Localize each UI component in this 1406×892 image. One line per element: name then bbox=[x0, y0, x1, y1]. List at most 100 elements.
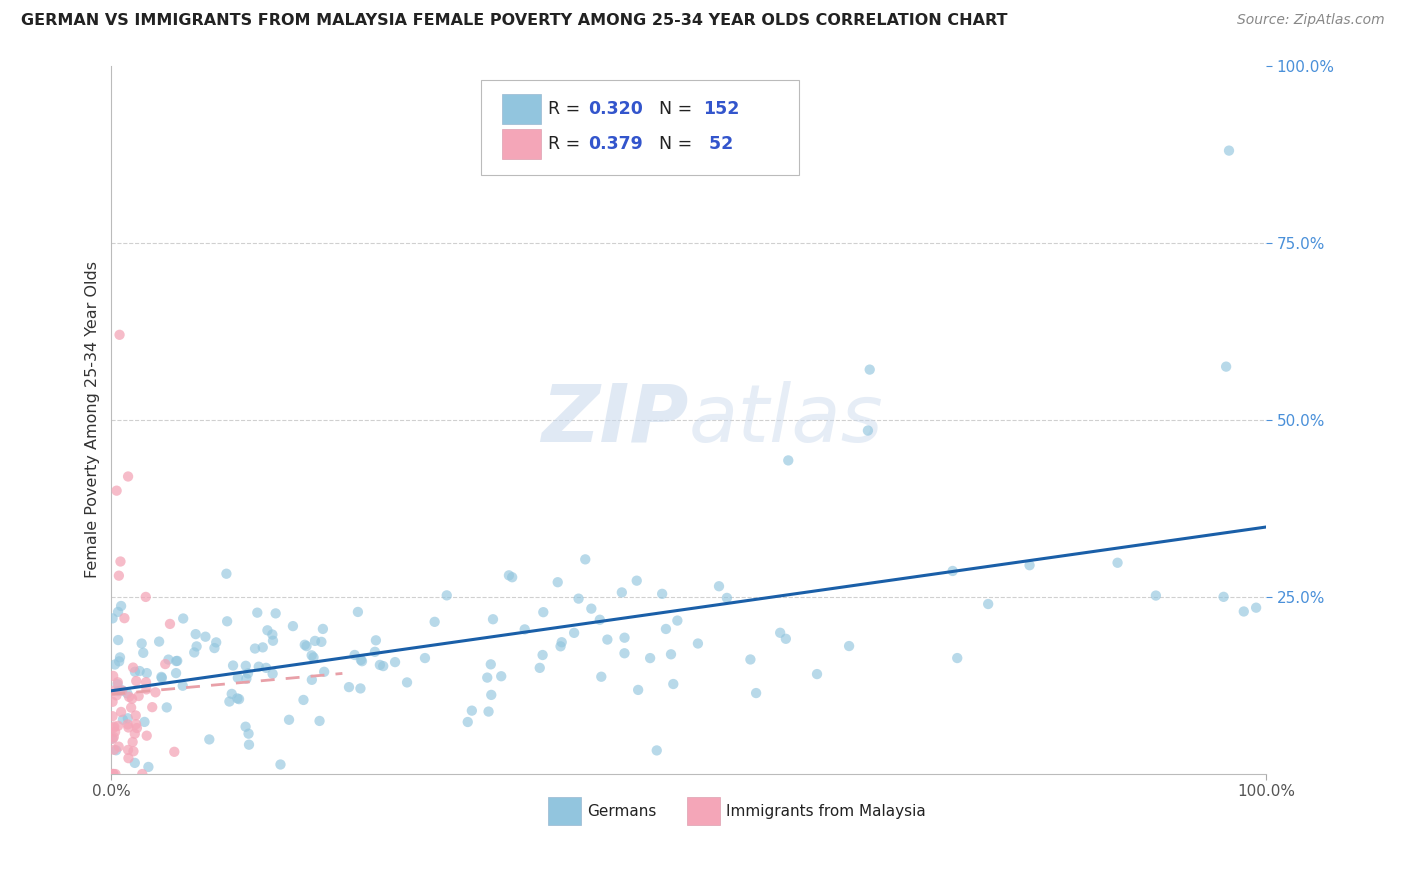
Point bbox=[457, 714, 479, 729]
FancyBboxPatch shape bbox=[502, 94, 541, 124]
Point bbox=[125, 708, 148, 723]
Point bbox=[117, 717, 139, 731]
Point bbox=[101, 709, 124, 723]
Point bbox=[198, 732, 221, 747]
Point bbox=[108, 654, 131, 668]
Point bbox=[567, 591, 589, 606]
Point bbox=[610, 585, 633, 599]
Point bbox=[121, 735, 143, 749]
Point bbox=[312, 622, 335, 636]
Point bbox=[591, 670, 613, 684]
Point bbox=[128, 689, 150, 703]
Point bbox=[707, 579, 730, 593]
Point bbox=[108, 650, 131, 665]
Point bbox=[138, 760, 160, 774]
Point bbox=[262, 633, 284, 648]
Point bbox=[128, 664, 150, 678]
Point bbox=[117, 711, 139, 725]
Point bbox=[368, 657, 391, 672]
Point bbox=[778, 453, 800, 467]
Point bbox=[350, 653, 373, 667]
Point bbox=[101, 695, 124, 709]
Text: Source: ZipAtlas.com: Source: ZipAtlas.com bbox=[1237, 13, 1385, 28]
Point bbox=[247, 659, 270, 673]
Point bbox=[101, 767, 124, 781]
Point bbox=[550, 640, 572, 654]
Point bbox=[461, 704, 484, 718]
Point bbox=[498, 568, 520, 582]
Point bbox=[1018, 558, 1040, 573]
Point bbox=[343, 648, 366, 662]
Point bbox=[1144, 589, 1167, 603]
Point bbox=[269, 757, 291, 772]
Point bbox=[574, 552, 596, 566]
Point bbox=[301, 673, 323, 687]
Point bbox=[226, 671, 249, 685]
Point bbox=[1212, 590, 1234, 604]
Point bbox=[531, 648, 554, 662]
Point bbox=[101, 767, 124, 781]
FancyBboxPatch shape bbox=[548, 797, 582, 825]
Point bbox=[135, 675, 157, 690]
Point bbox=[589, 613, 612, 627]
Point bbox=[111, 683, 134, 698]
Point bbox=[581, 601, 603, 615]
Point bbox=[364, 645, 387, 659]
Point bbox=[104, 767, 127, 781]
Point bbox=[479, 657, 502, 672]
Point bbox=[118, 690, 141, 704]
Point bbox=[294, 638, 316, 652]
Point bbox=[103, 730, 125, 744]
Point bbox=[596, 632, 619, 647]
Point bbox=[217, 615, 239, 629]
Point bbox=[145, 685, 167, 699]
Point bbox=[1107, 556, 1129, 570]
Point bbox=[131, 767, 153, 781]
Point bbox=[659, 648, 682, 662]
Point bbox=[262, 627, 284, 641]
Text: 0.320: 0.320 bbox=[588, 100, 644, 118]
Point bbox=[314, 665, 336, 679]
Point bbox=[103, 720, 125, 734]
Point bbox=[942, 564, 965, 578]
Point bbox=[246, 606, 269, 620]
Text: GERMAN VS IMMIGRANTS FROM MALAYSIA FEMALE POVERTY AMONG 25-34 YEAR OLDS CORRELAT: GERMAN VS IMMIGRANTS FROM MALAYSIA FEMAL… bbox=[21, 13, 1008, 29]
Point bbox=[172, 679, 194, 693]
Point bbox=[108, 568, 131, 582]
Point bbox=[252, 640, 274, 655]
Point bbox=[184, 627, 207, 641]
Point bbox=[396, 675, 419, 690]
FancyBboxPatch shape bbox=[502, 129, 541, 159]
Text: Immigrants from Malaysia: Immigrants from Malaysia bbox=[725, 804, 925, 819]
Point bbox=[163, 745, 186, 759]
Point bbox=[121, 691, 143, 706]
Point bbox=[204, 641, 226, 656]
Point bbox=[350, 654, 373, 668]
Point bbox=[135, 729, 157, 743]
Point bbox=[740, 652, 762, 666]
Point bbox=[295, 639, 318, 653]
FancyBboxPatch shape bbox=[686, 797, 720, 825]
Point bbox=[238, 738, 260, 752]
Point bbox=[103, 683, 125, 698]
Text: 152: 152 bbox=[703, 100, 740, 118]
Point bbox=[373, 659, 395, 673]
Point bbox=[651, 587, 673, 601]
FancyBboxPatch shape bbox=[481, 79, 799, 176]
Point bbox=[218, 694, 240, 708]
Point bbox=[423, 615, 446, 629]
Point bbox=[134, 714, 156, 729]
Point bbox=[107, 633, 129, 648]
Point bbox=[108, 327, 131, 342]
Point bbox=[513, 623, 536, 637]
Point bbox=[626, 574, 648, 588]
Point bbox=[111, 683, 134, 698]
Point bbox=[165, 666, 187, 681]
Point bbox=[117, 686, 139, 700]
Point bbox=[278, 713, 301, 727]
Point bbox=[501, 570, 523, 584]
Text: R =: R = bbox=[548, 100, 586, 118]
Point bbox=[302, 650, 325, 665]
Point bbox=[236, 666, 259, 681]
Point bbox=[165, 654, 187, 668]
